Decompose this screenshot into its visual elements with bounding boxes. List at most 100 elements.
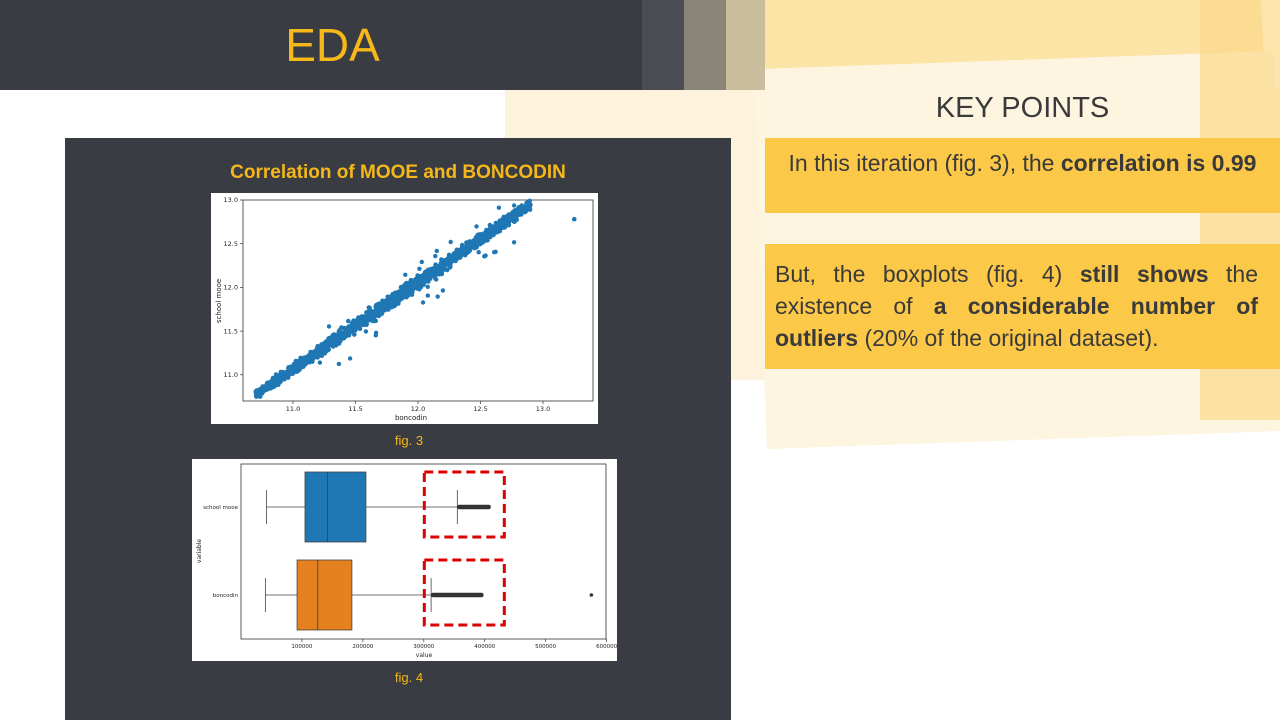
scatter-point [511,213,516,218]
scatter-point [495,227,500,233]
scatter-point [432,266,438,271]
scatter-point [326,324,332,329]
scatter-point [425,293,430,298]
key-point-1: In this iteration (fig. 3), the correlat… [765,138,1280,213]
y-axis-label: school mooe [215,279,223,323]
scatter-point [263,386,269,391]
scatter-point [373,330,379,335]
y-tick-label: 12.5 [224,240,238,248]
category-label: school mooe [203,505,238,511]
scatter-point [257,391,262,396]
scatter-point [417,266,422,271]
scatter-point [383,300,388,305]
scatter-point [491,227,497,233]
scatter-point [376,307,381,312]
x-axis-label: value [416,652,433,659]
scatter-point [465,243,470,248]
scatter-point [413,283,418,288]
scatter-point [317,347,323,352]
scatter-point [426,271,432,277]
scatter-point [372,311,378,317]
scatter-point [440,288,446,293]
scatter-svg: 11.0 11.5 12.0 12.5 13.0 11.0 11.5 12.0 12.5 13.… [215,196,594,422]
scatter-point [341,335,347,340]
scatter-point [264,381,270,387]
x-tick-label: 12.5 [473,405,487,413]
fig4-caption: fig. 4 [394,670,424,685]
scatter-point [434,248,439,254]
scatter-point [496,205,502,210]
scatter-point [474,237,480,242]
outlier-point [589,593,594,597]
scatter-point [404,294,409,300]
scatter-point [459,244,465,249]
box-svg: school mooe boncodin 100000 200000 300000 40… [196,463,618,659]
slide-title: EDA [285,19,380,71]
box-content: school mooe boncodin [203,470,594,631]
scatter-point [435,294,440,299]
scatter-point [506,215,512,220]
scatter-point [524,206,529,211]
scatter-point [306,356,311,361]
outlier-cluster [457,504,491,510]
scatter-point [337,331,342,336]
scatter-point [297,366,302,371]
point-text: the existence of [775,261,1258,319]
scatter-point [391,304,397,309]
outlier-highlight [422,470,506,539]
scatter-point [395,296,401,302]
point-bold: correlation is 0.99 [1060,150,1257,176]
scatter-point [449,258,455,263]
scatter-point [520,205,526,210]
title-stripe [684,0,726,90]
title-stripe [642,0,684,90]
scatter-point [329,341,335,346]
scatter-point [437,272,442,277]
scatter-point [511,203,517,208]
y-tick-label: 13.0 [224,196,238,204]
scatter-point [469,240,474,245]
scatter-point [461,252,467,257]
scatter-point [403,272,408,277]
scatter-point [455,253,460,259]
fig3-caption: fig. 3 [394,433,424,448]
scatter-point [410,289,415,295]
x-tick-label: 11.0 [286,405,300,413]
scatter-point [443,260,449,265]
scatter-point [363,329,369,334]
scatter-point [315,355,320,360]
scatter-point [310,354,315,360]
scatter-point [352,332,357,337]
scatter-point [321,344,327,349]
scatter-point [297,360,302,365]
y-tick-label: 11.5 [224,327,238,335]
scatter-point [398,292,404,297]
scatter-point [339,325,344,330]
x-tick-label: 400000 [474,644,495,650]
x-ticks: 100000 200000 300000 400000 500000 600000 [291,639,618,650]
x-tick-label: 300000 [413,644,434,650]
scatter-point [268,383,274,389]
scatter-point [368,308,374,314]
scatter-point [476,250,481,255]
scatter-point [322,351,328,356]
box-school-mooe [304,471,367,543]
scatter-point [259,386,264,392]
category-label: boncodin [213,593,239,599]
scatter-point [433,253,438,259]
scatter-point [427,276,433,282]
scatter-point [399,288,404,293]
chart-title: Correlation of MOOE and BONCODIN [230,162,566,183]
scatter-point [271,377,277,382]
point-text: But, the boxplots (fig. 4) [775,261,1080,287]
scatter-point [480,239,486,245]
scatter-point [474,224,479,229]
scatter-point [422,274,428,279]
scatter-point [493,249,498,254]
scatter-point [276,380,282,385]
scatter-point [403,284,408,290]
scatter-point [511,240,517,245]
key-point-2: But, the boxplots (fig. 4) still shows t… [765,244,1280,369]
key-points-title: KEY POINTS [935,92,1110,124]
box-boncodin [296,559,353,631]
